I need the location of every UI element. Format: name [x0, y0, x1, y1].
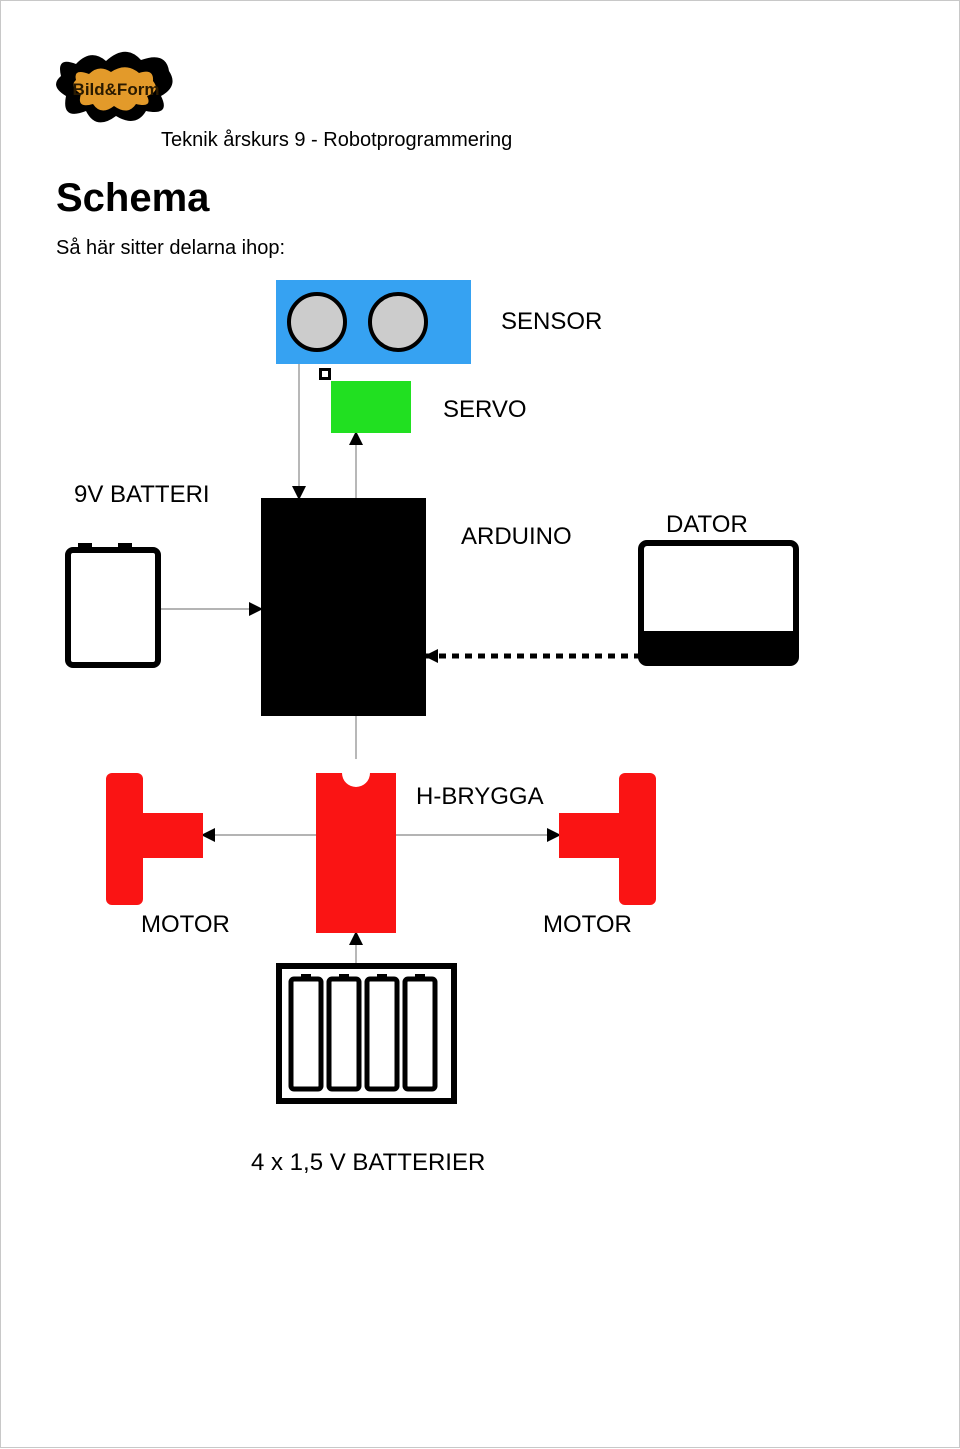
label-battery9v: 9V BATTERI — [74, 481, 210, 509]
label-hbridge: H-BRYGGA — [416, 783, 544, 811]
label-servo: SERVO — [443, 396, 527, 424]
label-motor-right: MOTOR — [543, 911, 632, 939]
label-sensor: SENSOR — [501, 308, 602, 336]
label-motor-left: MOTOR — [141, 911, 230, 939]
page: Bild&Form Teknik årskurs 9 - Robotprogra… — [0, 0, 960, 1448]
schema-diagram — [1, 1, 960, 1449]
label-batteries: 4 x 1,5 V BATTERIER — [251, 1149, 485, 1177]
shapes — [68, 280, 796, 1101]
label-arduino: ARDUINO — [461, 523, 572, 551]
label-dator: DATOR — [666, 511, 748, 539]
